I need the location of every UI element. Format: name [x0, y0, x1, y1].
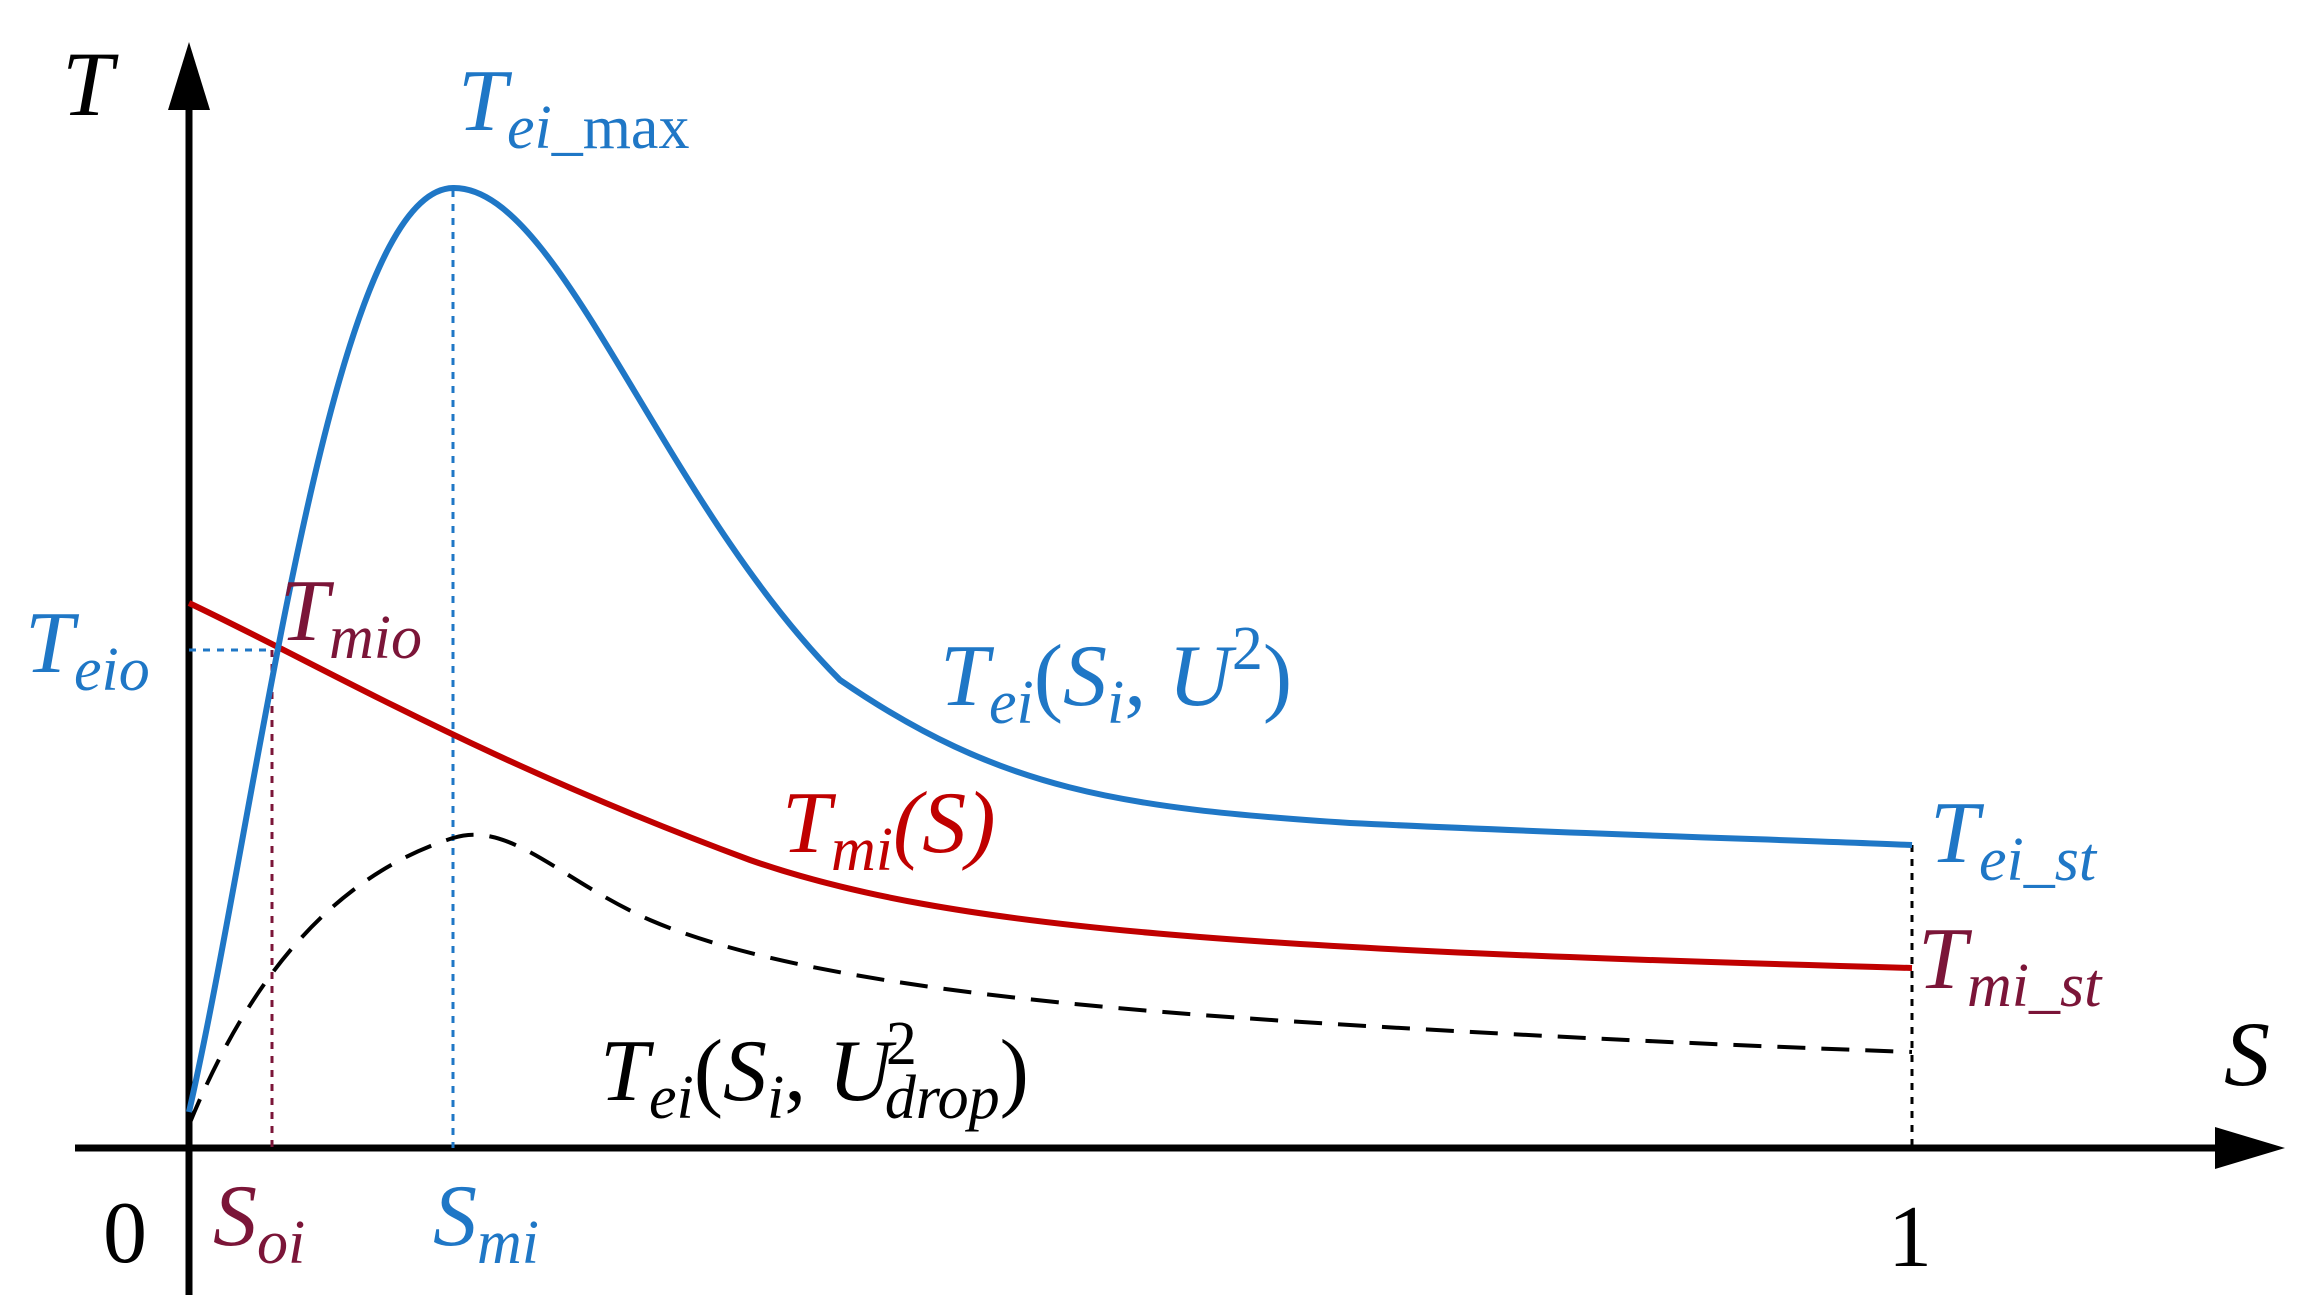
x-tick-one: 1 [1888, 1189, 1932, 1286]
tei-st-label: Tei_st [1930, 785, 2098, 894]
tmio-label: Tmio [280, 563, 422, 672]
tei-drop-curve [187, 832, 1913, 1126]
guide-lines [189, 190, 1914, 1148]
teio-label: Teio [25, 595, 150, 704]
tei-curve [186, 184, 1913, 1113]
axes [75, 42, 2285, 1295]
x-axis-label: S [2224, 1003, 2270, 1105]
y-axis-arrow [168, 42, 210, 110]
tei-max-label: Tei_max [458, 53, 689, 162]
x-axis-arrow [2215, 1127, 2285, 1169]
tei-curve-label: Tei(Si, U2) [940, 615, 1292, 737]
tei-drop-label: Tei(Si, U2 drop) [600, 1010, 1029, 1132]
tmi-st-label: Tmi_st [1918, 911, 2103, 1020]
soi-label: Soi [213, 1168, 305, 1277]
tmi-curve-label: Tmi(S) [782, 775, 996, 884]
origin-label: 0 [103, 1185, 147, 1282]
tmi-curve [187, 600, 1913, 971]
smi-label: Smi [433, 1168, 539, 1277]
y-axis-label: T [62, 33, 119, 135]
